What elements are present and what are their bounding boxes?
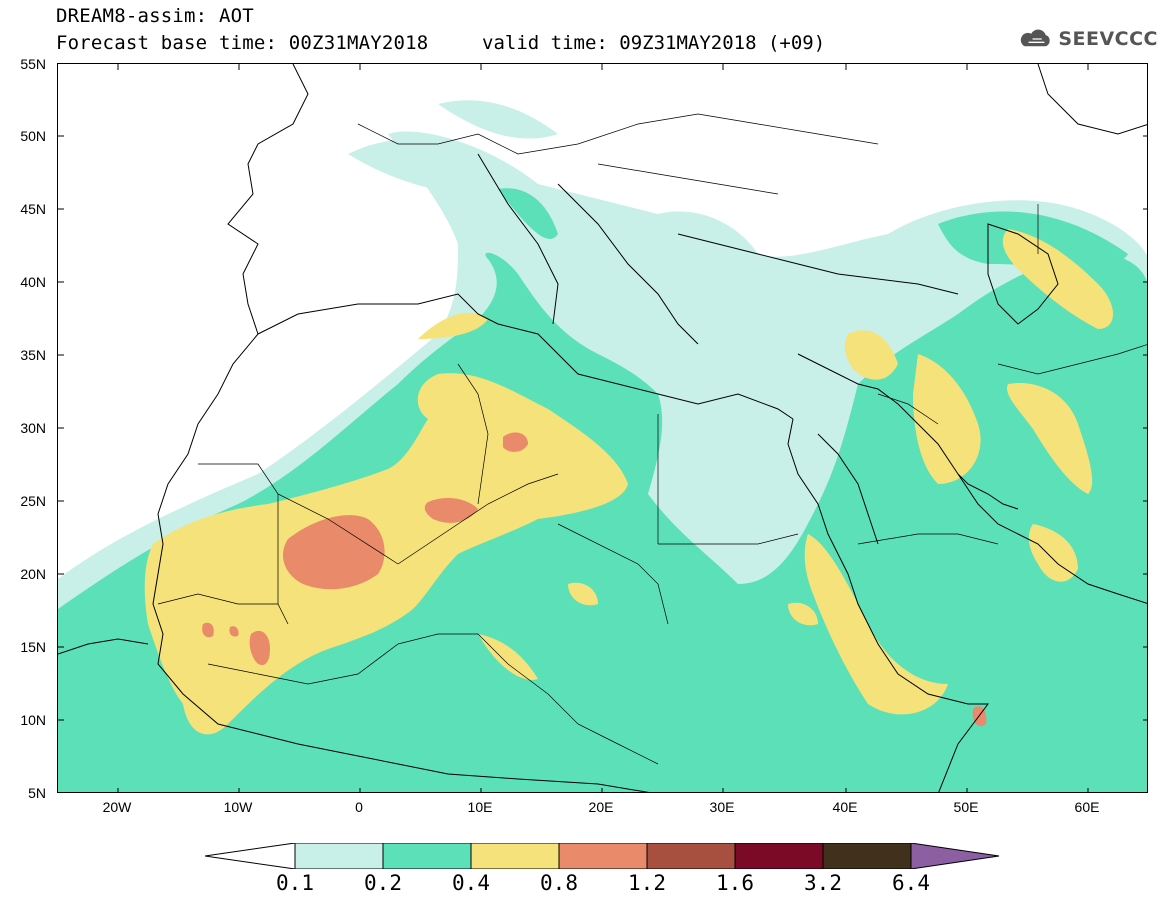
seevccc-logo: SEEVCCC bbox=[1018, 24, 1158, 54]
lon-label-20w: 20W bbox=[102, 799, 132, 815]
colorbar-label-0.8: 0.8 bbox=[540, 871, 578, 895]
colorbar-label-1.6: 1.6 bbox=[716, 871, 754, 895]
cloud-icon bbox=[1020, 29, 1050, 47]
colorbar-low-arrow bbox=[205, 843, 296, 869]
lon-label-50e: 50E bbox=[953, 799, 979, 815]
colorbar-label-0.4: 0.4 bbox=[452, 871, 490, 895]
lat-label-35n: 35N bbox=[20, 347, 46, 363]
colorbar-label-0.1: 0.1 bbox=[276, 871, 314, 895]
colorbar-label-1.2: 1.2 bbox=[628, 871, 666, 895]
coastlines bbox=[58, 64, 1147, 792]
colorbar-bin-0.2-0.4 bbox=[382, 843, 472, 869]
lat-label-30n: 30N bbox=[20, 420, 46, 436]
lat-label-55n: 55N bbox=[20, 56, 46, 72]
lon-label-10w: 10W bbox=[223, 799, 253, 815]
graticule-ticks bbox=[58, 64, 1147, 792]
valid-time: valid time: 09Z31MAY2018 (+09) bbox=[482, 32, 826, 54]
lat-label-40n: 40N bbox=[20, 274, 46, 290]
colorbar-bin-3.2-6.4 bbox=[822, 843, 912, 869]
lon-label-0: 0 bbox=[355, 799, 363, 815]
aot-band-0.8 bbox=[283, 515, 385, 590]
lat-label-45n: 45N bbox=[20, 201, 46, 217]
lat-label-25n: 25N bbox=[20, 493, 46, 509]
aot-map bbox=[57, 63, 1148, 793]
lat-label-5n: 5N bbox=[28, 785, 46, 801]
aot-colorbar bbox=[205, 843, 1000, 869]
map-title: DREAM8-assim: AOT bbox=[56, 5, 254, 27]
colorbar-label-6.4: 6.4 bbox=[892, 871, 930, 895]
lon-label-10e: 10E bbox=[467, 799, 493, 815]
colorbar-bin-0.4-0.8 bbox=[470, 843, 560, 869]
lat-label-15n: 15N bbox=[20, 639, 46, 655]
forecast-base-time: Forecast base time: 00Z31MAY2018 bbox=[56, 32, 429, 54]
lon-label-20e: 20E bbox=[588, 799, 614, 815]
colorbar-label-0.2: 0.2 bbox=[364, 871, 402, 895]
lat-label-10n: 10N bbox=[20, 712, 46, 728]
lon-label-60e: 60E bbox=[1074, 799, 1100, 815]
colorbar-label-3.2: 3.2 bbox=[804, 871, 842, 895]
colorbar-high-arrow bbox=[910, 843, 1000, 869]
colorbar-bin-0.8-1.2 bbox=[558, 843, 648, 869]
logo-text: SEEVCCC bbox=[1058, 28, 1158, 50]
colorbar-bin-0.1-0.2 bbox=[294, 843, 384, 869]
lon-label-30e: 30E bbox=[709, 799, 735, 815]
colorbar-bin-1.2-1.6 bbox=[646, 843, 736, 869]
aot-map-canvas bbox=[58, 64, 1147, 792]
country-borders bbox=[157, 113, 1147, 765]
lat-label-50n: 50N bbox=[20, 128, 46, 144]
lon-label-40e: 40E bbox=[832, 799, 858, 815]
colorbar-bin-1.6-3.2 bbox=[734, 843, 824, 869]
lat-label-20n: 20N bbox=[20, 566, 46, 582]
